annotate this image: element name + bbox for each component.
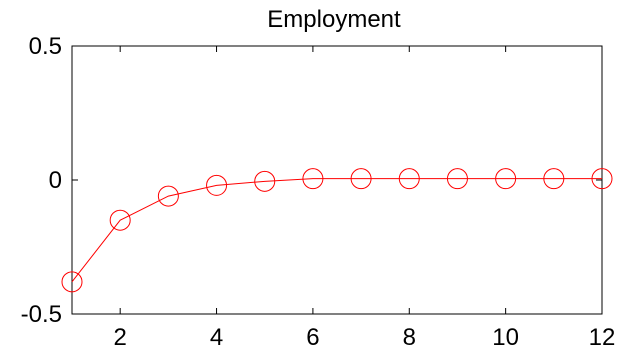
x-tick-label: 10 [492,324,519,351]
x-tick-label: 2 [114,324,127,351]
data-point-marker [543,168,565,190]
y-tick-label: 0 [49,167,62,194]
y-tick-label: 0.5 [29,33,62,60]
x-tick-label: 12 [589,324,616,351]
plot-frame [71,45,603,315]
data-point-marker [446,168,468,190]
x-tick-label: 6 [306,324,319,351]
x-tick-label: 4 [210,324,223,351]
data-point-marker [157,185,179,207]
chart-title: Employment [267,6,401,33]
axis-tick-labels: 2 4 6 8 10 12 -0.5 0 0.5 [21,33,616,351]
data-point-marker [206,174,228,196]
data-point-marker [302,168,324,190]
data-point-marker [591,168,613,190]
series-group [61,168,613,293]
data-point-marker [398,168,420,190]
data-point-marker [109,209,131,231]
series-line [71,178,602,283]
x-tick-label: 8 [403,324,416,351]
data-point-marker [254,170,276,192]
y-tick-label: -0.5 [21,301,62,328]
data-point-marker [350,168,372,190]
axis-ticks [72,45,603,315]
data-point-marker [61,271,83,293]
data-point-marker [495,168,517,190]
